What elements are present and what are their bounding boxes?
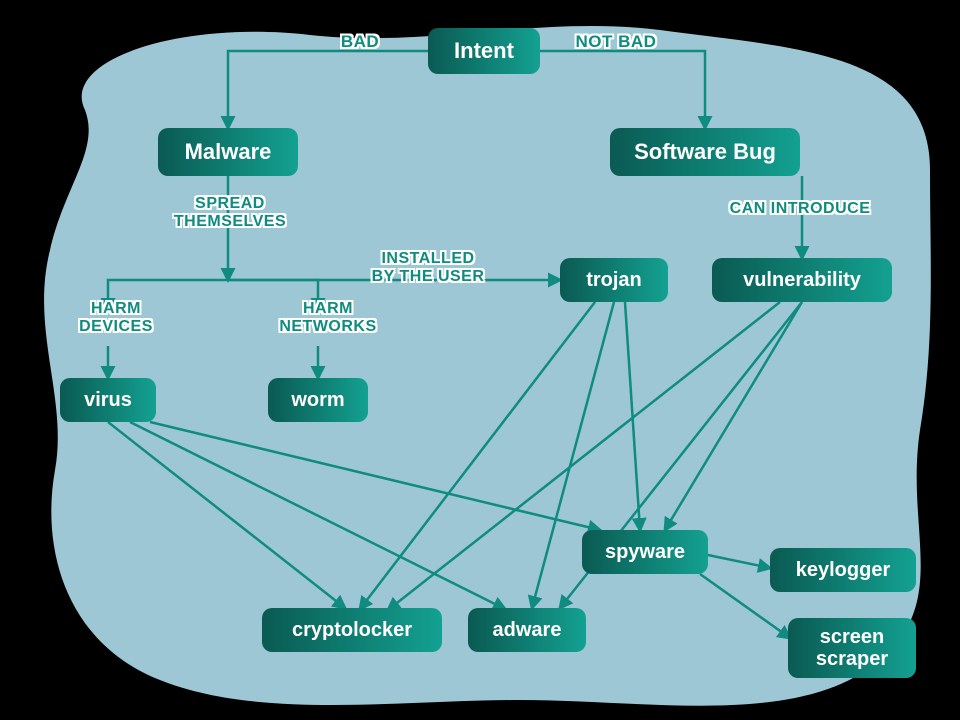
edge-label-l7: CAN INTRODUCE	[700, 200, 900, 218]
node-cryptolocker: cryptolocker	[262, 608, 442, 652]
node-intent: Intent	[428, 28, 540, 74]
node-keylogger: keylogger	[770, 548, 916, 592]
node-adware: adware	[468, 608, 586, 652]
diagram-stage: Intent Malware Software Bug trojan vulnerabi…	[0, 0, 960, 720]
node-vulnerability: vulnerability	[712, 258, 892, 302]
node-softwarebug: Software Bug	[610, 128, 800, 176]
node-worm: worm	[268, 378, 368, 422]
edge-label-l5: HARM DEVICES	[56, 300, 176, 337]
edge-label-l6: HARM NETWORKS	[258, 300, 398, 337]
node-screenscraper: screen scraper	[788, 618, 916, 678]
node-virus: virus	[60, 378, 156, 422]
edge-label-l2: NOT BAD	[556, 32, 676, 52]
edge-label-l1: BAD	[320, 32, 400, 52]
node-trojan: trojan	[560, 258, 668, 302]
node-malware: Malware	[158, 128, 298, 176]
node-spyware: spyware	[582, 530, 708, 574]
edge-label-l3: SPREAD THEMSELVES	[140, 195, 320, 232]
edge-label-l4: INSTALLED BY THE USER	[328, 250, 528, 287]
